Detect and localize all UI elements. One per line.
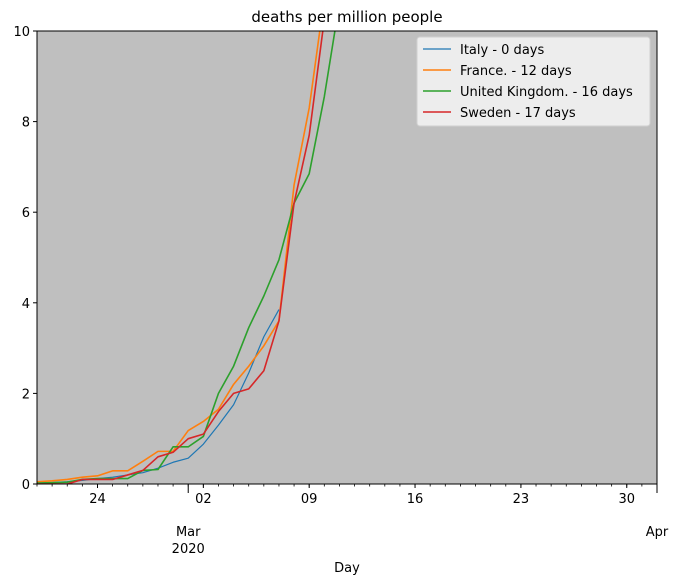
chart-title: deaths per million people: [251, 8, 442, 26]
y-tick-label: 10: [13, 25, 30, 40]
x-tick-label: Apr: [646, 525, 669, 540]
y-tick-label: 6: [22, 206, 30, 221]
x-axis-label: Day: [334, 561, 360, 576]
legend-label: France. - 12 days: [460, 64, 572, 79]
y-tick-label: 2: [22, 387, 30, 402]
y-tick-label: 0: [22, 478, 30, 493]
legend: Italy - 0 days France. - 12 days United Ki…: [416, 36, 651, 127]
x-tick-label: 16: [407, 492, 424, 507]
x-tick-label: 09: [301, 492, 318, 507]
x-tick-label: 23: [513, 492, 530, 507]
x-tick-label: 30: [618, 492, 635, 507]
legend-label: Sweden - 17 days: [460, 106, 576, 121]
legend-label: United Kingdom. - 16 days: [460, 85, 633, 100]
x-tick-label: Mar 2020: [172, 525, 205, 557]
legend-box: [416, 36, 651, 127]
plot-frame: [36, 30, 658, 485]
series-line-2: [37, 31, 321, 483]
y-tick-label: 4: [22, 297, 30, 312]
legend-label: Italy - 0 days: [460, 43, 544, 58]
series-line-4: [37, 31, 324, 484]
x-tick-label: 24: [89, 492, 106, 507]
y-tick-label: 8: [22, 116, 30, 131]
x-tick-label: 02: [195, 492, 212, 507]
